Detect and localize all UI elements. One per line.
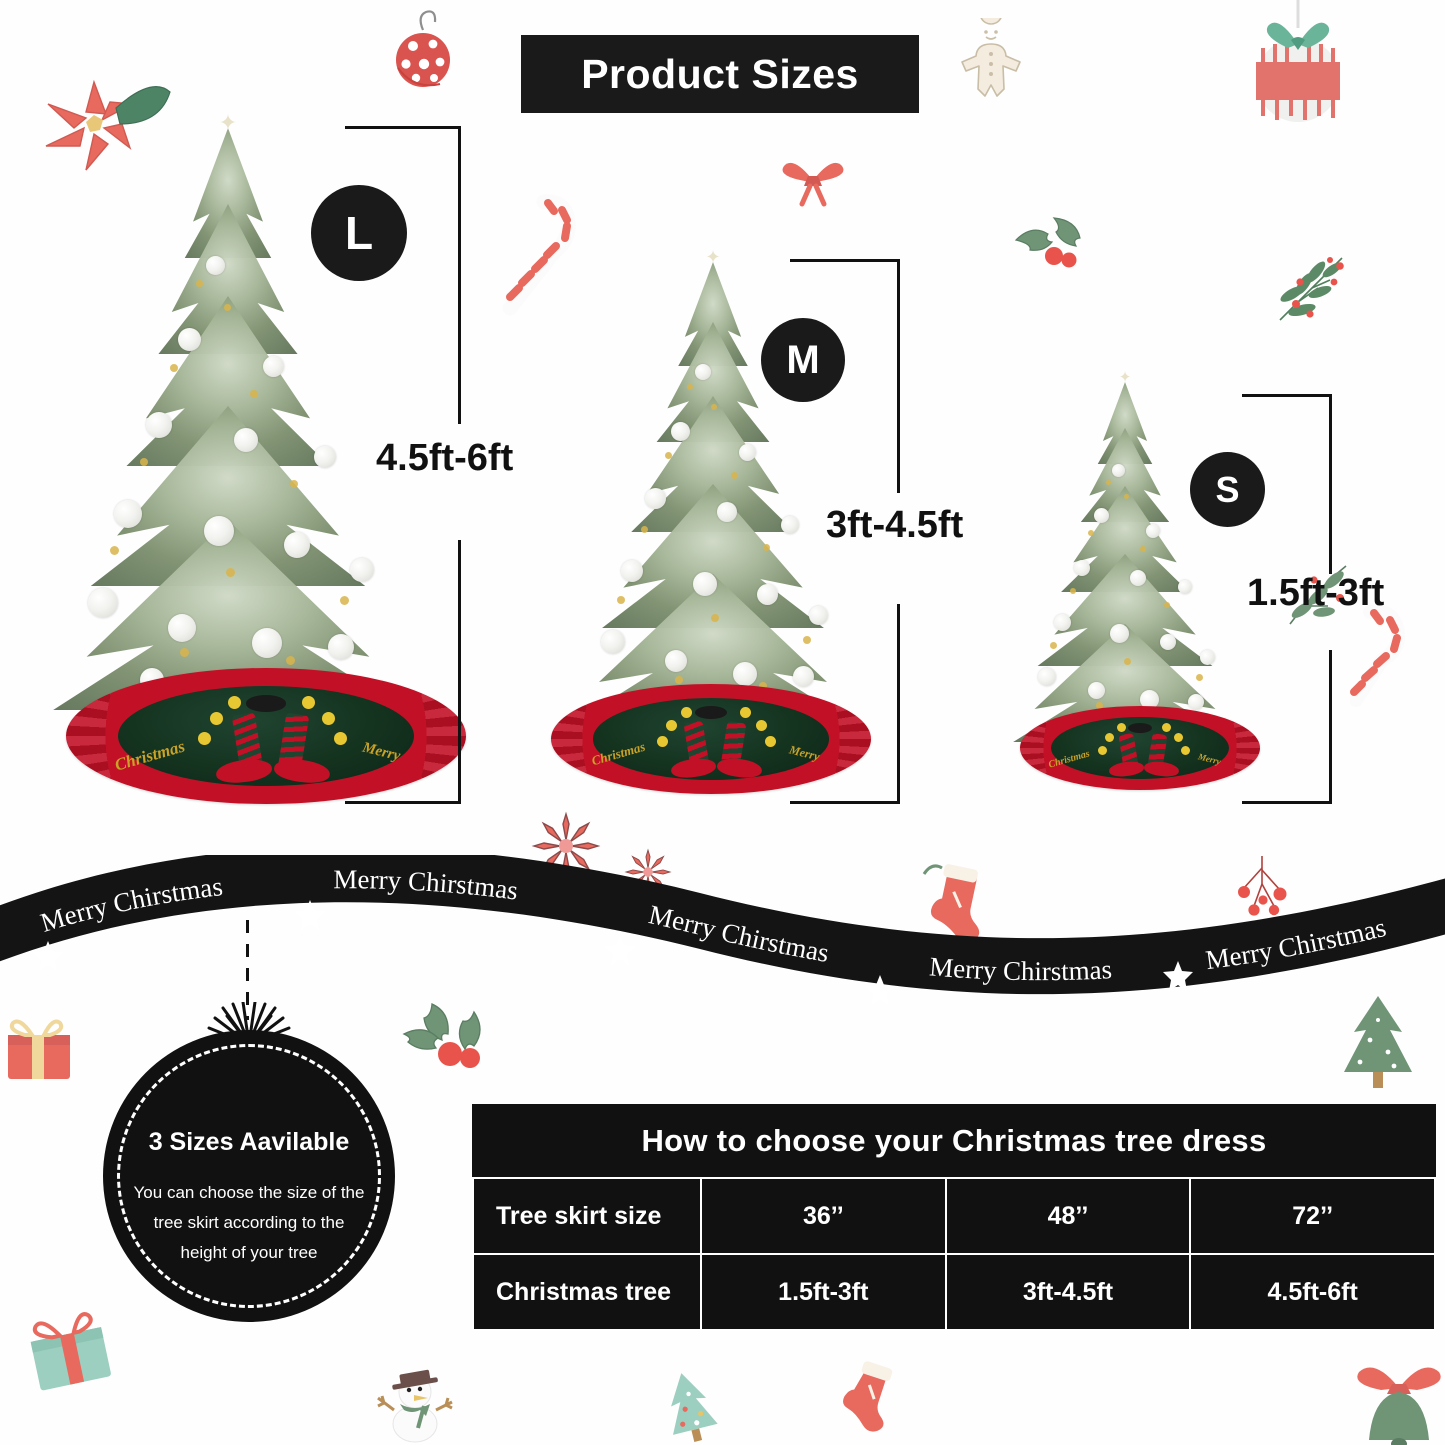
rule-cap-top bbox=[345, 126, 461, 129]
table-row: Tree skirt size 36’’ 48’’ 72’’ bbox=[472, 1177, 1436, 1255]
pinata-ornament-icon bbox=[1256, 0, 1340, 122]
size-table-title: How to choose your Christmas tree dress bbox=[472, 1104, 1436, 1177]
skirt-center-hole bbox=[1128, 722, 1152, 733]
size-label-large: 4.5ft-6ft bbox=[376, 437, 514, 479]
sizes-available-callout: 3 Sizes Aavilable You can choose the siz… bbox=[103, 1002, 395, 1322]
ribbon-star-icon bbox=[1163, 961, 1193, 991]
callout-connector-line bbox=[246, 920, 249, 1020]
rule-stem-upper bbox=[897, 262, 900, 493]
ribbon-message-4: Merry Chirstmas bbox=[928, 951, 1112, 986]
gingerbread-man-icon bbox=[961, 18, 1021, 97]
table-cell: 1.5ft-3ft bbox=[700, 1253, 947, 1331]
star-topper-icon: ✦ bbox=[218, 110, 238, 135]
star-topper-icon: ✦ bbox=[705, 247, 721, 267]
rule-cap-top bbox=[1242, 394, 1332, 397]
callout-body-line-3: height of your tree bbox=[180, 1242, 318, 1262]
bauble-icon bbox=[396, 10, 450, 87]
table-cell: 4.5ft-6ft bbox=[1189, 1253, 1436, 1331]
ribbon-star-icon bbox=[295, 900, 325, 930]
size-label-small: 1.5ft-3ft bbox=[1247, 572, 1385, 614]
dimension-rule-large bbox=[345, 126, 461, 804]
size-badge-medium: M bbox=[761, 318, 845, 402]
rule-cap-bottom bbox=[1242, 801, 1332, 804]
size-table: How to choose your Christmas tree dress … bbox=[472, 1104, 1436, 1331]
table-cell: 36’’ bbox=[700, 1177, 947, 1255]
candy-cane-icon bbox=[1350, 604, 1406, 707]
callout-body: You can choose the size of the tree skir… bbox=[125, 1178, 373, 1267]
holly-icon bbox=[1014, 217, 1081, 268]
rule-cap-bottom bbox=[790, 801, 900, 804]
ribbon-star-icon bbox=[33, 941, 63, 971]
stocking-icon bbox=[843, 1361, 893, 1432]
pine-tree-icon bbox=[671, 1373, 718, 1442]
size-badge-medium-text: M bbox=[786, 338, 820, 382]
tree-skirt-medium: Christmas Merry bbox=[551, 684, 871, 794]
size-badge-large-text: L bbox=[344, 207, 374, 259]
tree-small: ✦ bbox=[1000, 370, 1250, 746]
bell-icon bbox=[1357, 1367, 1441, 1445]
table-row: Christmas tree 1.5ft-3ft 3ft-4.5ft 4.5ft… bbox=[472, 1253, 1436, 1331]
rule-stem-lower bbox=[897, 604, 900, 801]
tree-skirt-small: Christmas Merry bbox=[1020, 706, 1260, 790]
page-title-text: Product Sizes bbox=[581, 50, 859, 97]
skirt-center-hole bbox=[246, 695, 286, 712]
ribbon-star-icon bbox=[865, 975, 895, 1005]
dimension-rule-medium bbox=[790, 259, 900, 804]
rule-stem-lower bbox=[458, 540, 461, 801]
star-topper-icon: ✦ bbox=[1118, 369, 1132, 386]
size-badge-small-text: S bbox=[1215, 468, 1240, 510]
size-badge-large: L bbox=[311, 185, 407, 281]
snowman-icon bbox=[377, 1369, 453, 1443]
bow-icon bbox=[782, 162, 844, 207]
rule-stem-upper bbox=[458, 129, 461, 424]
rule-stem-upper bbox=[1329, 397, 1332, 574]
skirt-center-hole bbox=[695, 706, 727, 720]
callout-title: 3 Sizes Aavilable bbox=[148, 1128, 350, 1156]
merry-christmas-ribbon: Merry Chirstmas Merry Chirstmas Merry Ch… bbox=[0, 855, 1445, 1005]
ribbon-band-shape bbox=[0, 855, 1445, 995]
table-row-header: Christmas tree bbox=[472, 1253, 702, 1331]
size-table-grid: Tree skirt size 36’’ 48’’ 72’’ Christmas… bbox=[472, 1177, 1436, 1331]
rule-cap-bottom bbox=[345, 801, 461, 804]
callout-body-line-1: You can choose the size of the bbox=[133, 1183, 365, 1202]
rule-cap-top bbox=[790, 259, 900, 262]
page-title: Product Sizes bbox=[521, 35, 919, 113]
dimension-rule-small bbox=[1242, 394, 1332, 804]
size-badge-small: S bbox=[1190, 452, 1265, 527]
tree-skirt-large: Christmas Merry bbox=[66, 668, 466, 804]
table-row-header: Tree skirt size bbox=[472, 1177, 702, 1255]
callout-body-line-2: tree skirt according to the bbox=[153, 1212, 345, 1232]
table-cell: 3ft-4.5ft bbox=[944, 1253, 1192, 1331]
mistletoe-sprig-icon bbox=[1279, 257, 1344, 321]
size-label-medium: 3ft-4.5ft bbox=[826, 504, 964, 546]
rule-stem-lower bbox=[1329, 650, 1332, 801]
table-cell: 48’’ bbox=[944, 1177, 1192, 1255]
table-cell: 72’’ bbox=[1189, 1177, 1436, 1255]
callout-dashed-border bbox=[117, 1044, 381, 1308]
size-table-title-text: How to choose your Christmas tree dress bbox=[641, 1122, 1267, 1158]
ribbon-star-icon bbox=[605, 935, 635, 965]
